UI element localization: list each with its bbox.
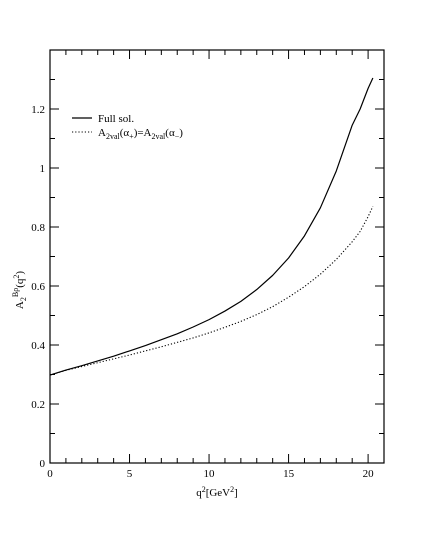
plot-frame: [49, 49, 385, 464]
x-tick-label: 15: [283, 468, 295, 480]
y-tick-label: 0.8: [31, 222, 45, 234]
y-axis-label-part: ): [14, 271, 26, 275]
x-axis-label-part: [GeV: [206, 487, 230, 499]
legend-part: A: [98, 127, 106, 139]
legend-part: (α: [165, 127, 175, 139]
x-tick-label: 5: [127, 468, 133, 480]
x-axis-label-part: ]: [234, 487, 238, 499]
y-axis-label-part: (q: [14, 278, 26, 288]
axis-labels: q2[GeV2]A2Bρ(q2): [11, 271, 238, 499]
legend-part: ): [179, 127, 183, 139]
ticks: 0 5 10 15 20 0 0.2 0.4 0.6 0.8 1 1.2: [31, 50, 385, 480]
y-axis-label: A2Bρ(q2): [11, 271, 28, 309]
axes: [49, 49, 385, 464]
y-tick-label: 1: [40, 163, 46, 175]
x-tick-label: 10: [204, 468, 216, 480]
y-axis-label-part: Bρ: [11, 288, 20, 297]
x-axis-label-part: 2: [230, 485, 234, 494]
y-tick-label: 0.2: [31, 399, 45, 411]
y-axis-label-part: 2: [12, 275, 21, 279]
y-tick-label: 0.6: [31, 281, 45, 293]
legend-part: )=A: [134, 127, 152, 139]
y-tick-label: 1.2: [31, 104, 45, 116]
legend-part: 2val: [152, 132, 167, 141]
legend-label-full-sol: Full sol.: [98, 113, 134, 125]
y-tick-label: 0: [40, 458, 46, 470]
legend-part: +: [129, 132, 134, 141]
legend-part: (α: [120, 127, 130, 139]
y-tick-label: 0.4: [31, 340, 45, 352]
legend-part: 2val: [106, 132, 121, 141]
y-axis-label-part: 2: [19, 297, 28, 301]
x-tick-label: 20: [363, 468, 375, 480]
x-axis-label-part: 2: [202, 485, 206, 494]
y-axis-label-part: A: [14, 301, 26, 309]
series-line-a2val: [49, 206, 374, 376]
legend: Full sol.A2val(α+)=A2val(α−): [72, 113, 183, 141]
series-line-full-sol: [49, 77, 374, 376]
x-axis-label-part: q: [196, 487, 202, 499]
x-axis-label: q2[GeV2]: [196, 485, 238, 499]
legend-label-a2val: A2val(α+)=A2val(α−): [98, 127, 183, 141]
legend-part: −: [175, 132, 180, 141]
x-tick-label: 0: [47, 468, 53, 480]
series-lines: [49, 77, 374, 376]
